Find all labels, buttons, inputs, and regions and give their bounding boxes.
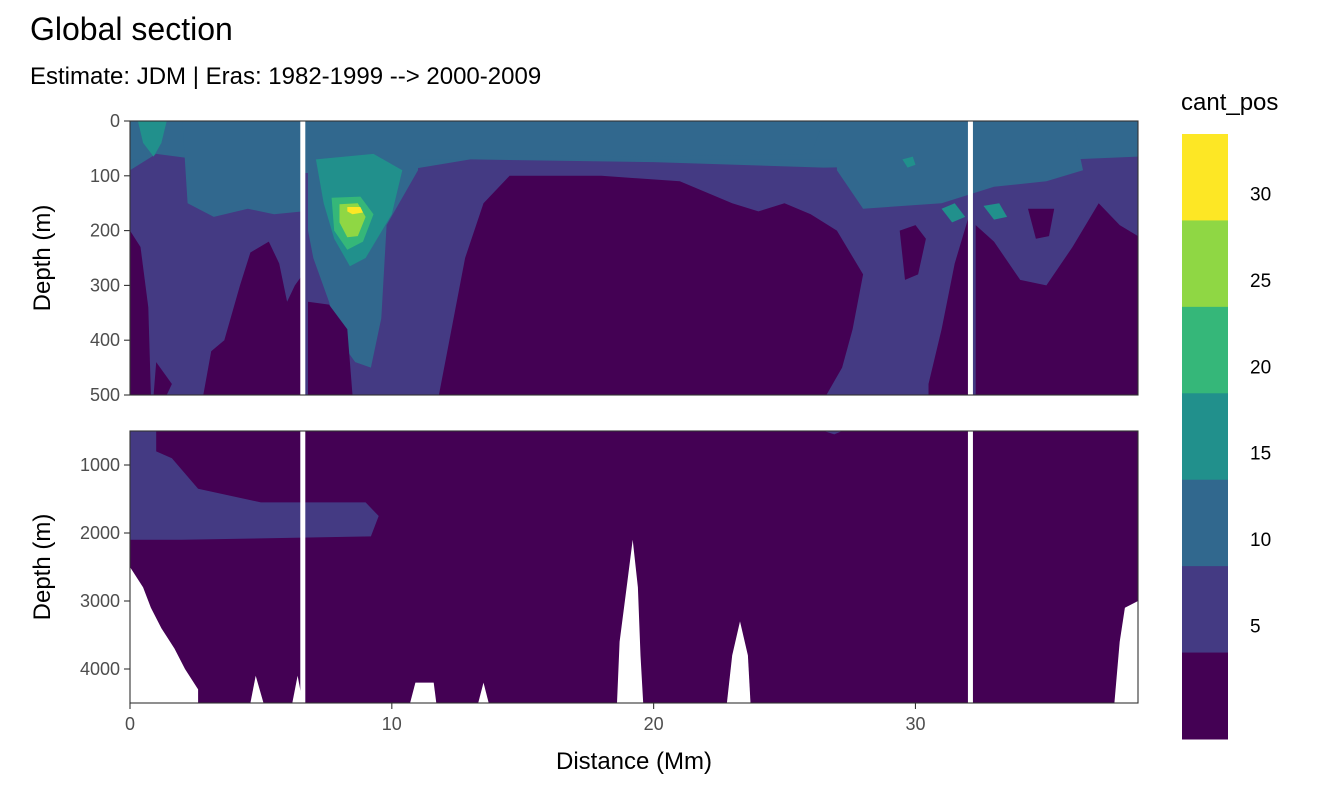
chart-title: Global section: [30, 11, 233, 47]
no-data-area-4: [726, 621, 751, 703]
legend-swatch-3: [1182, 393, 1228, 481]
no-data-area-2: [292, 675, 303, 703]
x-tick-label: 30: [905, 714, 925, 734]
upper-y-axis-label: Depth (m): [29, 205, 56, 312]
upper-panel-border: [129, 120, 1139, 396]
lower-contour-b5_10-0: [130, 431, 379, 540]
legend-swatch-5: [1182, 566, 1228, 654]
lower-y-tick-label: 1000: [80, 455, 120, 475]
lower-y-axis-label: Depth (m): [29, 514, 56, 621]
legend-swatch-6: [1182, 652, 1228, 740]
legend-labels: 30 25 20 15 10 5: [1250, 184, 1271, 637]
upper-section-breaks: [300, 121, 973, 395]
upper-section-break-0: [300, 121, 306, 395]
lower-y-tick-label: 4000: [80, 659, 120, 679]
no-data-area-1: [250, 675, 264, 703]
legend-swatch-2: [1182, 306, 1228, 394]
legend-label: 5: [1250, 617, 1261, 638]
legend-label: 10: [1250, 530, 1271, 551]
x-tick-label: 0: [125, 714, 135, 734]
lower-y-axis-ticks: 1000 2000 3000 4000: [80, 455, 130, 679]
upper-contour-fields: [130, 121, 1138, 395]
upper-contour-lt5-17: [308, 301, 353, 395]
upper-contour-lt5-20: [928, 216, 971, 395]
upper-y-tick-label: 300: [90, 275, 120, 295]
legend-label: 25: [1250, 271, 1271, 292]
upper-panel: 0 100 200 300 400 500 Depth (m): [29, 111, 1139, 405]
lower-panel-border: [129, 430, 1139, 704]
upper-contour-lt5-19: [899, 225, 926, 280]
legend-swatch-0: [1182, 134, 1228, 221]
upper-contour-lt5-16: [203, 241, 303, 395]
lower-section-break-0: [300, 431, 306, 703]
upper-y-tick-label: 500: [90, 385, 120, 405]
x-tick-label: 10: [382, 714, 402, 734]
upper-contour-b15_20-3: [137, 121, 167, 157]
upper-contour-b15_20-12: [941, 203, 966, 223]
upper-y-axis-ticks: 0 100 200 300 400 500: [90, 111, 130, 405]
upper-contour-lt5-15: [153, 362, 172, 395]
upper-contour-b10_15-10: [836, 121, 1083, 209]
lower-panel: 1000 2000 3000 4000 Depth (m): [29, 430, 1139, 704]
lower-y-tick-label: 2000: [80, 523, 120, 543]
upper-contour-b10_15-2: [130, 121, 303, 217]
upper-y-tick-label: 100: [90, 166, 120, 186]
legend-label: 30: [1250, 184, 1271, 205]
chart-subtitle: Estimate: JDM | Eras: 1982-1999 --> 2000…: [30, 63, 541, 90]
upper-contour-lt5-22: [1028, 208, 1055, 239]
legend-label: 20: [1250, 357, 1271, 378]
no-data-area-5: [410, 682, 437, 703]
lower-no-data-areas: [130, 539, 1138, 703]
lower-section-breaks: [300, 431, 973, 703]
upper-contour-lt5-18: [438, 175, 864, 395]
legend-colorbar: [1182, 134, 1228, 740]
legend: cant_pos 30 25 20 15 10 5: [1181, 89, 1278, 740]
upper-contour-lt5-21: [975, 203, 1138, 395]
upper-contour-b10_15-9: [470, 121, 824, 157]
x-tick-label: 20: [644, 714, 664, 734]
upper-section-break-1: [967, 121, 973, 395]
x-axis-ticks: 0 10 20 30: [125, 703, 925, 734]
legend-swatch-1: [1182, 220, 1228, 308]
legend-label: 15: [1250, 444, 1271, 465]
legend-swatch-4: [1182, 479, 1228, 567]
upper-contour-b15_20-13: [983, 203, 1008, 220]
upper-y-tick-label: 400: [90, 330, 120, 350]
legend-title: cant_pos: [1181, 89, 1278, 116]
no-data-area-3: [617, 539, 644, 703]
no-data-area-6: [478, 682, 489, 703]
no-data-area-0: [130, 567, 199, 703]
upper-y-tick-label: 0: [110, 111, 120, 131]
upper-contour-lt5-14: [130, 230, 151, 395]
upper-contour-gt30-8: [347, 207, 363, 215]
upper-y-tick-label: 200: [90, 221, 120, 241]
lower-y-tick-label: 3000: [80, 591, 120, 611]
no-data-area-7: [1114, 601, 1138, 703]
upper-contour-b15_20-11: [902, 156, 916, 168]
x-axis-label: Distance (Mm): [556, 748, 712, 775]
lower-contour-b5_10-1: [823, 431, 843, 435]
lower-section-break-1: [967, 431, 973, 703]
